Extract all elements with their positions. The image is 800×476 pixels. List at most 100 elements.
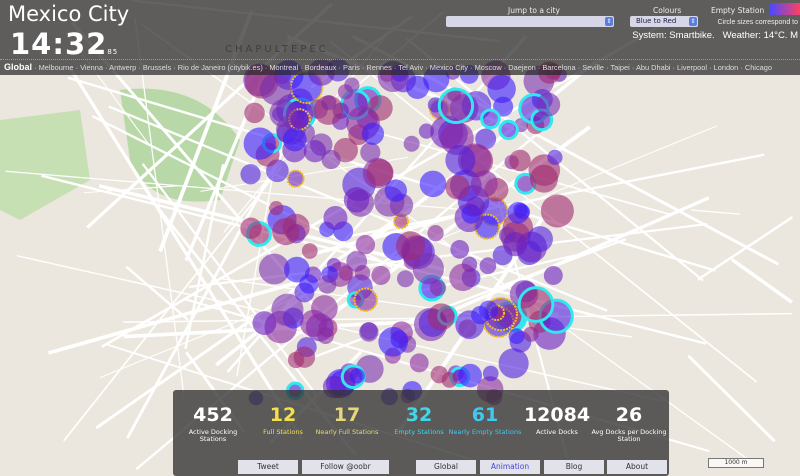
station-marker[interactable] bbox=[323, 205, 348, 231]
station-marker[interactable] bbox=[437, 87, 475, 125]
station-marker[interactable] bbox=[403, 135, 420, 152]
station-marker[interactable] bbox=[384, 179, 407, 202]
station-marker[interactable] bbox=[466, 196, 485, 216]
station-marker[interactable] bbox=[240, 217, 262, 239]
station-marker[interactable] bbox=[282, 127, 307, 152]
city-link[interactable]: Chicago bbox=[744, 63, 772, 72]
station-marker[interactable] bbox=[478, 300, 499, 320]
station-marker[interactable] bbox=[480, 108, 501, 130]
station-marker[interactable] bbox=[371, 265, 391, 285]
station-marker[interactable] bbox=[354, 265, 371, 281]
station-marker[interactable] bbox=[430, 365, 449, 384]
button-animation[interactable]: Animation bbox=[480, 460, 540, 474]
button-about[interactable]: About bbox=[607, 460, 667, 474]
station-marker[interactable] bbox=[317, 327, 334, 345]
station-marker[interactable] bbox=[321, 149, 341, 170]
station-marker[interactable] bbox=[445, 175, 470, 200]
station-marker[interactable] bbox=[427, 303, 455, 331]
city-link[interactable]: Liverpool bbox=[677, 63, 708, 72]
city-link[interactable]: Vienna bbox=[80, 63, 103, 72]
station-marker[interactable] bbox=[355, 235, 376, 255]
station-marker[interactable] bbox=[272, 217, 300, 246]
city-link[interactable]: Abu Dhabi bbox=[635, 63, 671, 72]
station-marker[interactable] bbox=[243, 127, 276, 160]
station-marker[interactable] bbox=[540, 194, 574, 228]
station-marker[interactable] bbox=[303, 140, 327, 163]
station-marker[interactable] bbox=[344, 77, 360, 93]
city-link[interactable]: Rennes bbox=[366, 63, 392, 72]
station-marker[interactable] bbox=[269, 99, 298, 128]
station-marker[interactable] bbox=[301, 243, 318, 259]
button-global[interactable]: Global bbox=[416, 460, 476, 474]
station-marker[interactable] bbox=[366, 159, 394, 187]
colours-select[interactable]: Blue to Red ⇕ bbox=[630, 16, 698, 27]
station-marker[interactable] bbox=[470, 170, 498, 198]
station-marker[interactable] bbox=[509, 149, 531, 172]
station-marker[interactable] bbox=[419, 170, 447, 198]
station-marker[interactable] bbox=[284, 256, 310, 283]
station-marker[interactable] bbox=[529, 164, 559, 193]
station-marker[interactable] bbox=[527, 226, 553, 252]
city-link[interactable]: Barcelona bbox=[542, 63, 576, 72]
station-marker[interactable] bbox=[353, 287, 378, 313]
station-marker[interactable] bbox=[259, 73, 292, 106]
city-link[interactable]: Bordeaux bbox=[304, 63, 337, 72]
station-marker[interactable] bbox=[349, 368, 365, 384]
city-link[interactable]: Rio de Janeiro (citybik.es) bbox=[177, 63, 263, 72]
station-marker[interactable] bbox=[543, 265, 563, 285]
city-link[interactable]: Antwerp bbox=[109, 63, 137, 72]
city-link[interactable]: Taipei bbox=[610, 63, 630, 72]
city-link[interactable]: Paris bbox=[342, 63, 360, 72]
city-link[interactable]: Mexico City bbox=[429, 63, 468, 72]
station-marker[interactable] bbox=[517, 286, 555, 323]
jump-select[interactable]: ⇕ bbox=[446, 16, 614, 27]
city-link[interactable]: Melbourne bbox=[38, 63, 74, 72]
city-link[interactable]: Montreal bbox=[269, 63, 299, 72]
city-link[interactable]: Brussels bbox=[142, 63, 172, 72]
station-marker[interactable] bbox=[343, 187, 370, 213]
station-marker[interactable] bbox=[498, 119, 519, 141]
station-marker[interactable] bbox=[409, 353, 429, 373]
city-link[interactable]: Seville bbox=[582, 63, 605, 72]
station-marker[interactable] bbox=[378, 327, 408, 357]
station-marker[interactable] bbox=[475, 128, 497, 150]
station-marker[interactable] bbox=[418, 123, 434, 139]
station-marker[interactable] bbox=[503, 232, 528, 257]
station-marker[interactable] bbox=[359, 322, 379, 342]
station-marker[interactable] bbox=[317, 275, 337, 294]
city-link[interactable]: Global bbox=[4, 62, 33, 72]
station-marker[interactable] bbox=[271, 293, 304, 326]
station-marker[interactable] bbox=[313, 95, 344, 125]
station-marker[interactable] bbox=[449, 263, 477, 292]
station-marker[interactable] bbox=[508, 328, 525, 345]
city-link[interactable]: Tel Aviv bbox=[398, 63, 424, 72]
button-blog[interactable]: Blog bbox=[544, 460, 604, 474]
button-tweet[interactable]: Tweet bbox=[238, 460, 298, 474]
station-marker[interactable] bbox=[458, 319, 477, 338]
station-marker[interactable] bbox=[479, 257, 497, 275]
station-marker[interactable] bbox=[293, 346, 316, 368]
station-marker[interactable] bbox=[412, 252, 444, 285]
station-marker[interactable] bbox=[286, 169, 305, 188]
station-marker[interactable] bbox=[487, 74, 516, 104]
station-marker[interactable] bbox=[429, 279, 447, 296]
city-link[interactable]: Daejeon bbox=[508, 63, 536, 72]
station-marker[interactable] bbox=[536, 92, 561, 117]
station-marker[interactable] bbox=[458, 363, 482, 388]
station-marker[interactable] bbox=[258, 253, 290, 285]
station-marker[interactable] bbox=[427, 225, 444, 242]
station-marker[interactable] bbox=[450, 240, 470, 259]
station-marker[interactable] bbox=[252, 311, 277, 335]
station-marker[interactable] bbox=[396, 270, 414, 288]
station-marker[interactable] bbox=[498, 348, 529, 379]
station-marker[interactable] bbox=[269, 201, 284, 216]
city-link[interactable]: Moscow bbox=[474, 63, 502, 72]
station-marker[interactable] bbox=[445, 145, 476, 176]
station-marker[interactable] bbox=[392, 213, 410, 230]
station-marker[interactable] bbox=[507, 201, 530, 224]
station-marker[interactable] bbox=[240, 164, 261, 185]
button-follow-oobr[interactable]: Follow @oobr bbox=[302, 460, 389, 474]
station-marker[interactable] bbox=[361, 122, 385, 145]
station-marker[interactable] bbox=[547, 149, 563, 165]
